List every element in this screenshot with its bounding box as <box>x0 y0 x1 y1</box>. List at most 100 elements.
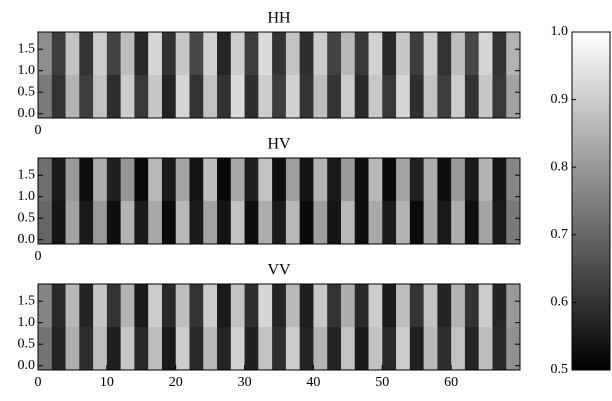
heat-cell <box>148 327 163 371</box>
panel-title: HV <box>267 136 291 153</box>
heat-cell <box>189 158 204 202</box>
y-tick-label: 0.0 <box>18 232 36 247</box>
heat-cell <box>285 284 301 328</box>
heat-cell <box>506 158 521 202</box>
heat-cell <box>217 158 232 202</box>
heat-cell <box>451 158 466 202</box>
x-tick-label: 0 <box>35 375 42 390</box>
x-tick-label: 0 <box>35 249 42 264</box>
heat-cell <box>161 158 177 202</box>
heat-cell <box>65 201 80 245</box>
heat-cell <box>327 284 342 328</box>
heat-cell <box>506 201 521 245</box>
heat-cell <box>437 158 452 202</box>
heat-cell <box>38 32 53 76</box>
heat-cell <box>38 284 53 328</box>
heat-cell <box>38 75 53 119</box>
heat-cell <box>51 327 67 371</box>
heat-cell <box>120 158 135 202</box>
heat-cell <box>120 284 135 328</box>
heat-cell <box>272 158 287 202</box>
heat-cell <box>382 327 397 371</box>
heat-cell <box>299 327 314 371</box>
heat-cell <box>285 32 301 76</box>
heat-cell <box>313 201 328 245</box>
heat-cell <box>79 32 94 76</box>
heat-cell <box>120 75 135 119</box>
heat-cell <box>478 75 493 119</box>
heat-cell <box>464 327 480 371</box>
heat-cell <box>161 327 177 371</box>
heat-cell <box>244 327 259 371</box>
heat-cell <box>492 75 507 119</box>
heat-cell <box>230 201 246 245</box>
heat-cell <box>79 158 94 202</box>
heat-cell <box>148 201 163 245</box>
heat-cell <box>451 32 466 76</box>
x-tick-label: 0 <box>35 123 42 138</box>
heat-cell <box>396 201 411 245</box>
heat-cell <box>285 75 301 119</box>
heat-cell <box>506 75 521 119</box>
heat-cell <box>478 158 493 202</box>
heat-cell <box>189 75 204 119</box>
y-tick-label: 1.5 <box>18 41 36 56</box>
heat-cell <box>272 284 287 328</box>
panel-title: HH <box>267 10 291 27</box>
heat-cell <box>354 327 370 371</box>
heat-cell <box>79 284 94 328</box>
heat-cell <box>506 284 521 328</box>
heat-cell <box>93 75 108 119</box>
heat-cell <box>492 284 507 328</box>
heat-cell <box>65 284 80 328</box>
heat-cell <box>258 75 273 119</box>
heat-cell <box>409 284 425 328</box>
heat-cell <box>217 201 232 245</box>
colorbar-tick-label: 1.0 <box>551 24 569 39</box>
heat-cell <box>313 158 328 202</box>
heat-cell <box>299 75 314 119</box>
heat-cell <box>464 201 480 245</box>
heat-cell <box>272 32 287 76</box>
heat-cell <box>175 201 190 245</box>
y-tick-label: 0.5 <box>18 210 36 225</box>
heat-cell <box>38 327 53 371</box>
heat-cell <box>327 158 342 202</box>
heat-cell <box>244 32 259 76</box>
heat-cell <box>175 284 190 328</box>
heat-cell <box>478 284 493 328</box>
heat-cell <box>313 284 328 328</box>
x-tick-label: 20 <box>169 375 183 390</box>
x-tick-label: 10 <box>100 375 114 390</box>
heat-cell <box>340 75 356 119</box>
heat-cell <box>368 327 383 371</box>
heat-cell <box>354 201 370 245</box>
heat-cell <box>244 75 259 119</box>
heat-cell <box>134 158 149 202</box>
heat-cell <box>244 284 259 328</box>
heat-cell <box>79 201 94 245</box>
heat-cell <box>423 327 438 371</box>
heat-cell <box>423 284 438 328</box>
heat-cell <box>203 327 218 371</box>
heat-cell <box>299 158 314 202</box>
heat-cell <box>134 327 149 371</box>
heat-cell <box>272 327 287 371</box>
colorbar-tick-label: 0.8 <box>551 159 569 174</box>
heat-cell <box>120 327 135 371</box>
heat-cell <box>203 75 218 119</box>
heat-cell <box>368 284 383 328</box>
heat-cell <box>217 327 232 371</box>
heat-cell <box>340 158 356 202</box>
y-tick-label: 0.0 <box>18 106 36 121</box>
heat-cell <box>244 201 259 245</box>
heat-cell <box>285 327 301 371</box>
heat-cell <box>423 32 438 76</box>
heat-cell <box>299 201 314 245</box>
heat-cell <box>409 201 425 245</box>
heat-cell <box>134 75 149 119</box>
heat-cell <box>134 201 149 245</box>
heat-cell <box>437 327 452 371</box>
heat-cell <box>106 284 122 328</box>
heat-cell <box>437 75 452 119</box>
